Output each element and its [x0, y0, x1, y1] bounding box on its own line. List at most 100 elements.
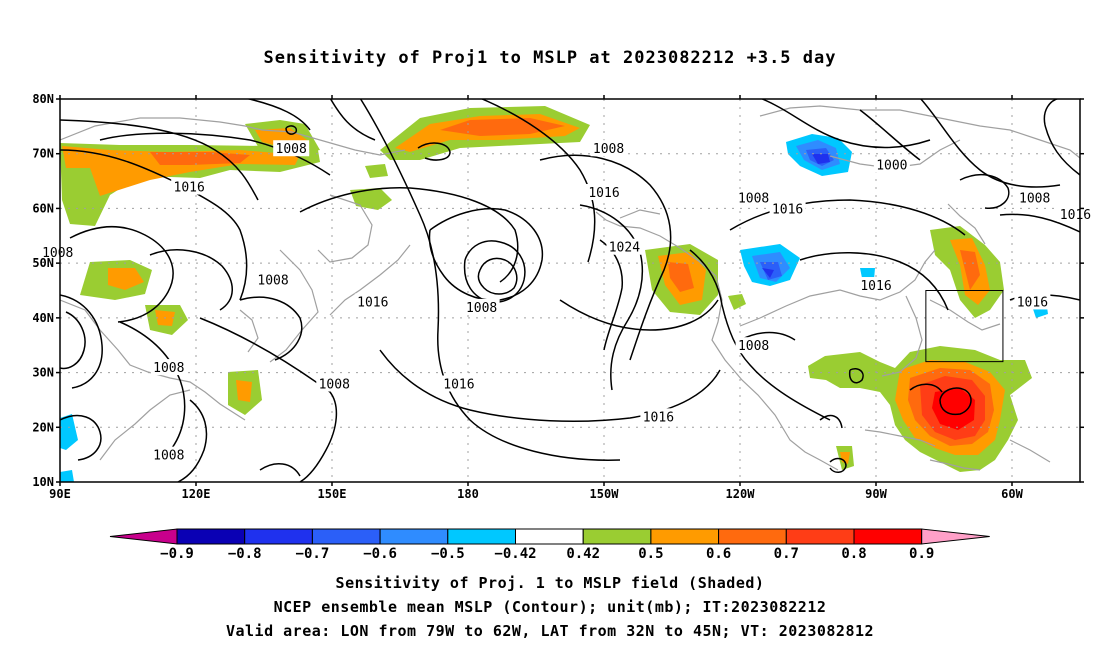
- mslp-contour-line: [149, 249, 233, 311]
- mslp-contour-line: [729, 199, 966, 236]
- contour-label: 1008: [276, 142, 307, 157]
- coastline-segment: [329, 244, 411, 316]
- mslp-contour-line: [60, 149, 248, 301]
- shade-region: [960, 250, 980, 290]
- contour-label: 1008: [738, 191, 769, 206]
- mslp-contour-line: [760, 99, 931, 149]
- contour-label-bg: [735, 189, 772, 206]
- contour-label: 1016: [174, 181, 205, 196]
- mslp-contour-line: [417, 142, 451, 161]
- shade-region: [668, 262, 694, 292]
- coastline-segment: [881, 295, 923, 377]
- mslp-contour-line: [379, 349, 721, 423]
- colorbar-label: 0.7: [774, 546, 799, 562]
- contour-label: 1016: [1017, 295, 1048, 310]
- colorbar-swatch: [582, 528, 652, 545]
- contour-label-bg: [586, 184, 622, 201]
- coastline-segment: [619, 209, 661, 219]
- lon-tick-label: 180: [457, 487, 479, 501]
- mslp-contour-line: [428, 207, 544, 301]
- mslp-contour-line: [285, 125, 298, 135]
- contour-label-bg: [150, 446, 187, 463]
- colorbar-label: −0.9: [160, 546, 194, 562]
- contour-labels: 1008 1016 1008 1008 1016 1008 1008 1016 1008 1008…: [39, 140, 1094, 464]
- contour-label: 1008: [319, 378, 350, 393]
- colorbar-swatch: [244, 528, 313, 545]
- colorbar-swatch: [718, 528, 787, 545]
- caption-line-1: Sensitivity of Proj. 1 to MSLP field (Sh…: [335, 574, 765, 592]
- contour-label-bg: [858, 277, 894, 294]
- contour-label: 1024: [609, 241, 640, 256]
- mslp-contour-line: [477, 257, 518, 295]
- coastline-segment: [864, 429, 936, 447]
- shade-region: [236, 380, 252, 402]
- caption-line-3: Valid area: LON from 79W to 62W, LAT fro…: [225, 622, 875, 640]
- colorbar-label: 0.42: [566, 546, 600, 562]
- mslp-contour-line: [919, 99, 1061, 188]
- mslp-contour-line: [199, 317, 338, 482]
- lon-tick-label: 120E: [182, 487, 211, 501]
- lon-tick-label: 150E: [318, 487, 347, 501]
- shade-region: [840, 452, 850, 464]
- contour-label-bg: [1016, 189, 1053, 206]
- colorbar-label: 0.5: [638, 546, 663, 562]
- shade-region: [108, 268, 144, 290]
- contour-label: 1008: [153, 361, 184, 376]
- contour-label-bg: [463, 298, 500, 315]
- contour-label: 1008: [42, 246, 73, 261]
- mslp-contour-line: [999, 213, 1080, 233]
- lat-tick-label: 20N: [32, 420, 54, 434]
- coastline-segment: [1009, 439, 1051, 463]
- coastline-segment: [929, 299, 1001, 331]
- shade-region: [350, 188, 392, 210]
- coastline-segment: [947, 203, 986, 245]
- coastline-segment: [60, 299, 246, 421]
- contour-label-bg: [873, 156, 910, 173]
- contour-label: 1008: [257, 274, 288, 289]
- mslp-contour-line: [60, 119, 259, 201]
- contour-label: 1016: [588, 186, 619, 201]
- shade-region: [60, 470, 74, 482]
- mslp-contour-line: [909, 383, 943, 393]
- mslp-contour-line: [463, 240, 526, 304]
- mslp-contour-line: [177, 399, 208, 482]
- colorbar-swatch: [311, 528, 381, 545]
- contour-label: 1008: [466, 301, 497, 316]
- contour-label-bg: [316, 375, 353, 392]
- lat-tick-label: 10N: [32, 475, 54, 489]
- colorbar-swatch: [176, 528, 246, 545]
- contour-label-bg: [171, 178, 208, 195]
- contour-label-bg: [590, 140, 627, 157]
- colorbar-swatch: [853, 528, 923, 545]
- contour-label-bg: [769, 200, 806, 217]
- coastline-segment: [60, 117, 406, 156]
- mslp-contour-line: [69, 225, 174, 323]
- contour-label-bg: [39, 244, 76, 261]
- shade-region: [365, 164, 388, 178]
- colorbar: −0.9 −0.8 −0.7 −0.6 −0.5 −0.42 0.42 0.5 0.6 0.7 0.…: [109, 528, 990, 562]
- mslp-contour-line: [599, 239, 623, 351]
- mslp-contour-line: [119, 321, 186, 449]
- coastline-segment: [929, 459, 981, 471]
- contour-label: 1008: [593, 142, 624, 157]
- mslp-contour-line: [245, 99, 311, 131]
- shade-region: [932, 388, 975, 430]
- mslp-contour-line: [819, 414, 843, 429]
- coastline-segment: [317, 194, 373, 263]
- mslp-contour-line: [848, 368, 864, 384]
- mslp-contour-line: [239, 296, 303, 361]
- mslp-contour-line: [359, 99, 621, 461]
- colorbar-low-triangle: [109, 528, 178, 545]
- shade-region: [762, 268, 774, 278]
- map-title: Sensitivity of Proj1 to MSLP at 20230822…: [263, 48, 837, 68]
- contour-label-bg: [273, 140, 310, 157]
- mslp-contour-line: [939, 387, 972, 416]
- coastline-segment: [99, 389, 191, 461]
- lon-tick-label: 150W: [590, 487, 620, 501]
- colorbar-label: 0.6: [706, 546, 731, 562]
- colorbar-label: −0.42: [494, 546, 536, 562]
- plot-frame: [59, 98, 1081, 483]
- lat-tick-label: 30N: [32, 366, 54, 380]
- lon-tick-label: 90W: [865, 487, 887, 501]
